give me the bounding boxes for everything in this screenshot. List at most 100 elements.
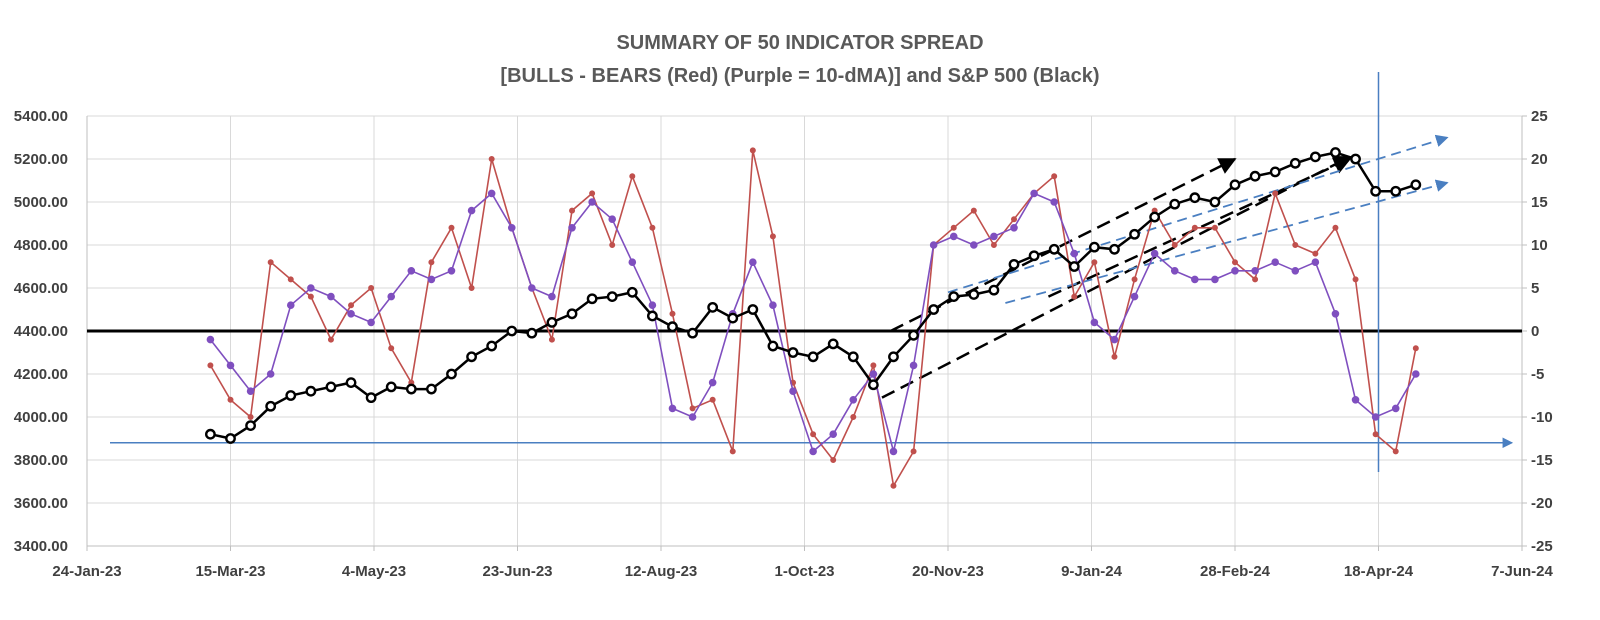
sp500-point (667, 321, 678, 333)
left-axis-tick-label: 3400.00 (14, 538, 68, 555)
sp500-point (1330, 147, 1341, 158)
sp500-point (345, 377, 357, 388)
bulls-bears-point (1011, 216, 1018, 223)
ma10-point (206, 335, 215, 344)
bulls-bears-point (1071, 293, 1078, 300)
ma10-point (1412, 370, 1420, 378)
bulls-bears-point (448, 224, 455, 231)
annotations (87, 72, 1522, 472)
sp500-point (1229, 179, 1241, 191)
bulls-bears-point (1131, 276, 1138, 283)
sp500-point (245, 420, 256, 431)
sp500-point (526, 327, 538, 339)
right-axis-tick-label: 0 (1531, 323, 1539, 340)
sp500-point (566, 308, 578, 320)
sp500-point (425, 383, 437, 395)
bulls-bears-point (1372, 431, 1379, 438)
x-axis-tick-label: 15-Mar-23 (195, 563, 265, 580)
sp500-point (867, 379, 879, 391)
right-axis-tick-label: -20 (1531, 495, 1553, 512)
sp500-point (225, 433, 236, 444)
bulls-bears-point (1392, 448, 1399, 455)
sp500-point (847, 351, 859, 363)
sp500-point (626, 286, 638, 298)
chart-subtitle: [BULLS - BEARS (Red) (Purple = 10-dMA)] … (500, 65, 1099, 87)
sp500-point (1269, 166, 1281, 178)
sp500-point (727, 312, 739, 324)
bulls-bears-point (850, 413, 857, 420)
bulls-bears-point (830, 456, 837, 463)
sp500-point (928, 304, 940, 315)
ma10-point (266, 370, 275, 378)
ma10-point (226, 361, 235, 370)
bulls-bears-point (548, 336, 555, 343)
bulls-bears-point (990, 241, 997, 248)
axes: 5400.00 25 5200.00 20 5000.00 15 4800.00 10 4600… (14, 108, 1554, 580)
ma10-point (809, 447, 817, 456)
bulls-bears-point (629, 173, 636, 180)
ma10-point (246, 387, 255, 396)
sp500-series (205, 147, 1422, 444)
sp500-point (807, 351, 819, 363)
sp500-point (1088, 241, 1100, 253)
ma10-point (487, 189, 496, 198)
bulls-bears-point (307, 293, 314, 300)
left-axis-tick-label: 3600.00 (14, 495, 68, 512)
bulls-bears-point (1252, 276, 1259, 283)
ma10-point (1231, 266, 1239, 275)
x-axis-tick-label: 24-Jan-23 (52, 563, 121, 580)
bulls-bears-point (327, 336, 334, 343)
sp500-point (787, 347, 799, 358)
x-axis-tick-label: 18-Apr-24 (1344, 563, 1414, 580)
ma10-point (507, 224, 516, 232)
ma10-point (427, 275, 436, 284)
sp500-point (1068, 261, 1080, 272)
x-axis-tick-label: 28-Feb-24 (1200, 563, 1271, 580)
x-axis-tick-label: 4-May-23 (342, 563, 406, 580)
bulls-bears-series (207, 147, 1419, 489)
ma10-point (688, 413, 697, 421)
ma10-point (1311, 258, 1320, 267)
bulls-bears-point (910, 448, 917, 455)
ma10-point (789, 387, 797, 396)
ma10-point (1070, 249, 1079, 258)
sp500-point (285, 390, 297, 401)
ma10-point (568, 224, 576, 232)
bulls-bears-point (810, 431, 817, 438)
ma10-point (929, 241, 938, 249)
sp500-point (707, 301, 719, 313)
ma10-point (829, 430, 837, 439)
left-axis-tick-label: 4000.00 (14, 409, 68, 426)
left-axis-tick-label: 4200.00 (14, 366, 68, 383)
bulls-bears-point (388, 345, 395, 352)
bulls-bears-point (1272, 190, 1279, 197)
sp500-point (586, 293, 598, 305)
bulls-bears-point (589, 190, 596, 197)
sp500-point (1189, 192, 1201, 204)
sp500-point (1109, 243, 1120, 255)
bulls-bears-point (1211, 224, 1218, 231)
ma10-point (588, 198, 596, 206)
ma10-series (206, 189, 1420, 456)
ma10-point (467, 206, 476, 215)
bulls-bears-point (348, 302, 355, 309)
sp500-point (1249, 170, 1261, 182)
ma10-point (849, 395, 858, 404)
ma10-point (909, 361, 918, 370)
bulls-bears-point (267, 259, 274, 266)
chart-title: SUMMARY OF 50 INDICATOR SPREAD (616, 32, 983, 54)
ma10-point (528, 284, 536, 292)
ma10-point (1291, 266, 1300, 275)
sp500-point (385, 381, 397, 393)
bulls-bears-point (1191, 224, 1198, 231)
ma10-point (628, 258, 637, 267)
ma10-point (1271, 258, 1279, 267)
left-axis-tick-label: 5000.00 (14, 194, 68, 211)
bulls-bears-point (1171, 241, 1178, 248)
bulls-bears-point (749, 147, 756, 154)
bulls-bears-point (468, 284, 475, 291)
ma10-point (1211, 275, 1219, 284)
ma10-point (1090, 318, 1099, 327)
sp500-point (205, 428, 216, 440)
